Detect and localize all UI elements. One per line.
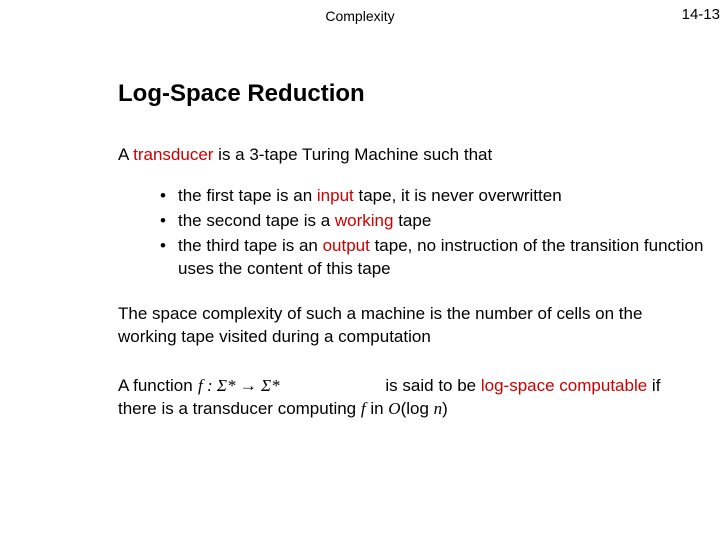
list-item: the first tape is an input tape, it is n… — [160, 185, 720, 208]
slide-title: Log-Space Reduction — [118, 80, 720, 108]
paragraph-definition: A function f : Σ* → Σ* is said to be log… — [118, 375, 678, 421]
term-output: output — [323, 236, 370, 255]
text: the second tape is a — [178, 211, 335, 230]
symbol-bigO: O — [388, 399, 400, 418]
text: the third tape is an — [178, 236, 323, 255]
slide-content: Log-Space Reduction A transducer is a 3-… — [118, 80, 720, 438]
paragraph-space-complexity: The space complexity of such a machine i… — [118, 303, 658, 349]
text: ) — [442, 399, 448, 418]
paragraph-intro: A transducer is a 3-tape Turing Machine … — [118, 144, 720, 167]
text: (log — [401, 399, 434, 418]
term-transducer: transducer — [133, 145, 213, 164]
list-item: the third tape is an output tape, no ins… — [160, 235, 720, 281]
term-working: working — [335, 211, 394, 230]
term-log-space-computable: log-space computable — [481, 376, 647, 395]
text: is a 3-tape Turing Machine such that — [213, 145, 492, 164]
term-input: input — [317, 186, 354, 205]
function-signature: f : Σ* → Σ* — [198, 375, 280, 398]
text: is said to be — [385, 376, 480, 395]
slide: Complexity 14-13 Log-Space Reduction A t… — [0, 0, 720, 540]
text: the first tape is an — [178, 186, 317, 205]
text: tape, it is never overwritten — [354, 186, 562, 205]
symbol-n: n — [434, 399, 443, 418]
bullet-list: the first tape is an input tape, it is n… — [118, 185, 720, 281]
text: tape — [393, 211, 431, 230]
header-page-number: 14-13 — [682, 6, 720, 23]
list-item: the second tape is a working tape — [160, 210, 720, 233]
text: A function — [118, 376, 193, 395]
text: A — [118, 145, 133, 164]
text: in — [366, 399, 389, 418]
header-center: Complexity — [0, 8, 720, 24]
